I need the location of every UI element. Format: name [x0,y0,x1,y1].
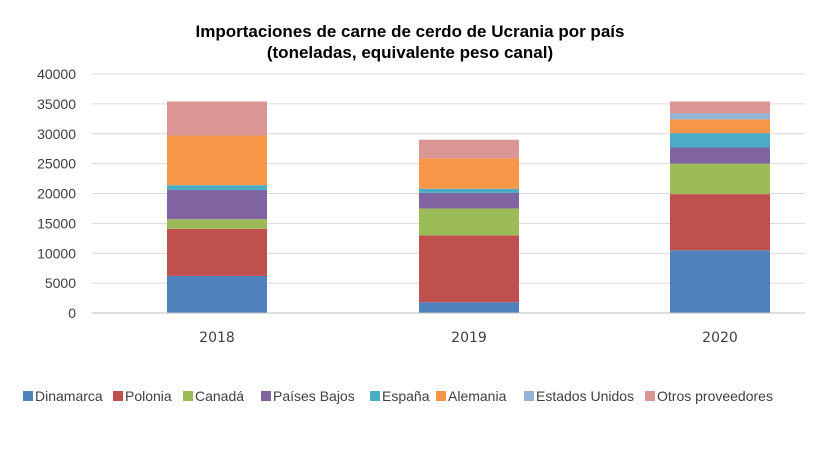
bar-segment [670,119,770,134]
bar-segment [167,219,267,229]
bar-segment [670,147,770,164]
legend-label: España [382,388,430,404]
y-tick-label: 35000 [37,96,76,112]
y-tick-label: 40000 [37,66,76,82]
y-tick-label: 5000 [45,275,76,291]
y-tick-label: 20000 [37,186,76,202]
bar-segment [670,101,770,114]
bar-segment [419,139,519,159]
legend-item: Otros proveedores [645,388,773,404]
legend-item: Polonia [113,388,172,404]
bar-segment [419,235,519,303]
bar-segment [419,208,519,236]
legend-swatch [23,391,33,401]
y-tick-label: 0 [68,305,76,321]
legend-swatch [113,391,123,401]
y-tick-label: 15000 [37,215,76,231]
bar-segment [419,188,519,193]
bar-segment [167,135,267,186]
bar-segment [167,189,267,220]
bar-segment [167,275,267,313]
x-tick-label: 2018 [199,330,235,346]
y-tick-label: 30000 [37,126,76,142]
bar-segment [670,133,770,148]
legend-label: Países Bajos [273,388,355,404]
y-tick-label: 10000 [37,245,76,261]
x-tick-label: 2019 [451,330,487,346]
legend-label: Otros proveedores [657,388,773,404]
legend-swatch [261,391,271,401]
legend-item: Países Bajos [261,388,355,404]
bar-segment [167,228,267,276]
bar-segment [167,101,267,136]
legend-item: Estados Unidos [524,388,634,404]
legend-item: Dinamarca [23,388,103,404]
bar-segment [670,194,770,251]
legend-label: Polonia [125,388,172,404]
bars [167,101,770,313]
legend-swatch [436,391,446,401]
legend-label: Canadá [195,388,244,404]
legend-label: Dinamarca [35,388,103,404]
legend-swatch [524,391,534,401]
legend-swatch [370,391,380,401]
bar-segment [419,192,519,209]
bar-segment [167,185,267,190]
y-axis-ticks: 0 5000 10000 15000 20000 25000 30000 35000 40000 [37,66,76,321]
legend-item: Alemania [436,388,507,404]
legend-swatch [183,391,193,401]
legend-label: Alemania [448,388,507,404]
legend-item: España [370,388,430,404]
legend-swatch [645,391,655,401]
legend-item: Canadá [183,388,244,404]
bar-segment [419,302,519,313]
x-axis-categories: 2018 2019 2020 [199,330,738,346]
legend: Dinamarca Polonia Canadá Países Bajos España… [23,388,773,404]
legend-label: Estados Unidos [536,388,634,404]
y-tick-label: 25000 [37,156,76,172]
bar-segment [670,113,770,120]
x-tick-label: 2020 [702,330,738,346]
bar-segment [419,158,519,189]
bar-segment [670,163,770,195]
bar-segment [670,250,770,313]
chart-subtitle: (toneladas, equivalente peso canal) [267,43,553,62]
chart-title: Importaciones de carne de cerdo de Ucran… [196,22,625,41]
